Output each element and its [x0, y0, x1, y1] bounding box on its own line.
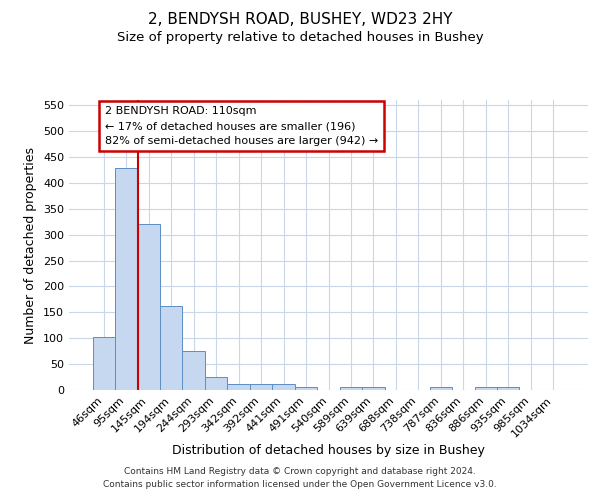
Bar — [182, 351, 205, 390]
Bar — [160, 306, 182, 390]
X-axis label: Distribution of detached houses by size in Bushey: Distribution of detached houses by size … — [172, 444, 485, 457]
Y-axis label: Number of detached properties: Number of detached properties — [25, 146, 37, 344]
Bar — [272, 384, 295, 390]
Text: 2, BENDYSH ROAD, BUSHEY, WD23 2HY: 2, BENDYSH ROAD, BUSHEY, WD23 2HY — [148, 12, 452, 28]
Bar — [227, 384, 250, 390]
Text: Contains HM Land Registry data © Crown copyright and database right 2024.
Contai: Contains HM Land Registry data © Crown c… — [103, 468, 497, 489]
Bar — [205, 376, 227, 390]
Bar — [475, 388, 497, 390]
Bar — [340, 388, 362, 390]
Bar — [362, 388, 385, 390]
Bar — [115, 168, 137, 390]
Bar — [430, 388, 452, 390]
Text: Size of property relative to detached houses in Bushey: Size of property relative to detached ho… — [116, 31, 484, 44]
Bar — [250, 384, 272, 390]
Text: 2 BENDYSH ROAD: 110sqm
← 17% of detached houses are smaller (196)
82% of semi-de: 2 BENDYSH ROAD: 110sqm ← 17% of detached… — [105, 106, 378, 146]
Bar — [92, 336, 115, 390]
Bar — [137, 224, 160, 390]
Bar — [295, 387, 317, 390]
Bar — [497, 388, 520, 390]
